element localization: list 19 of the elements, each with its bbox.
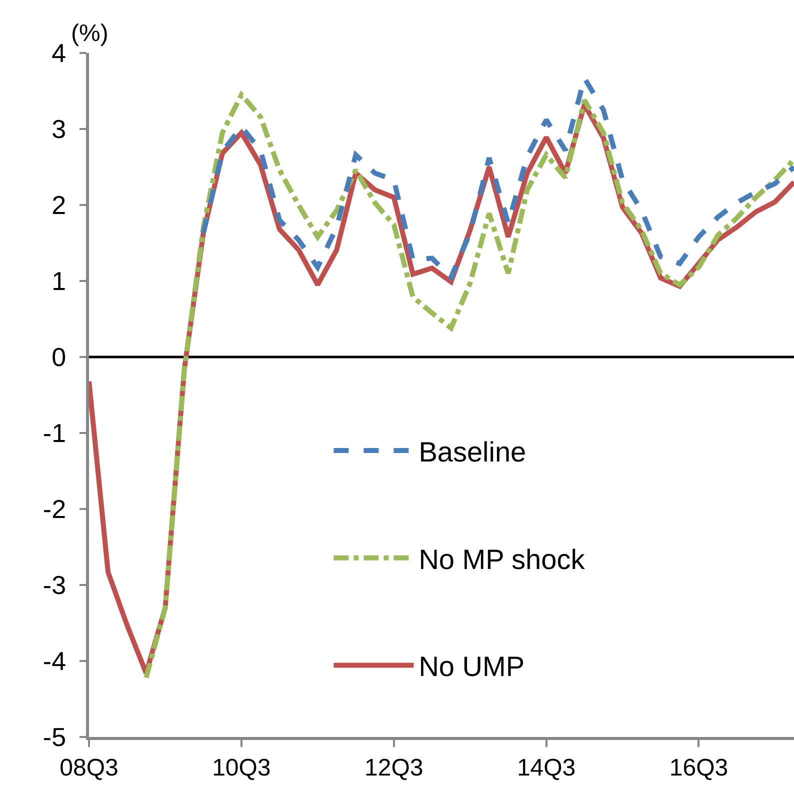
x-tick-label: 16Q3 [669,754,728,782]
y-tick-label: -4 [42,646,66,676]
y-tick-label: -5 [42,722,66,752]
legend-label: No UMP [418,651,524,682]
legend-label: No MP shock [418,544,586,575]
y-tick-label: -1 [42,418,66,448]
y-tick-label: -2 [42,494,66,524]
x-tick-label: 10Q3 [212,754,271,782]
legend-label: Baseline [418,436,526,468]
y-tick-label: 3 [52,114,66,144]
y-tick-label: 0 [52,342,66,372]
y-tick-label: -3 [42,570,66,600]
x-tick-label: 14Q3 [516,754,576,782]
x-tick-label: 08Q3 [60,754,118,782]
y-tick-label: 4 [52,38,66,68]
y-axis-title: (%) [71,20,108,47]
y-tick-label: 1 [52,266,66,296]
y-tick-label: 2 [52,190,66,220]
x-tick-label: 12Q3 [364,754,424,782]
